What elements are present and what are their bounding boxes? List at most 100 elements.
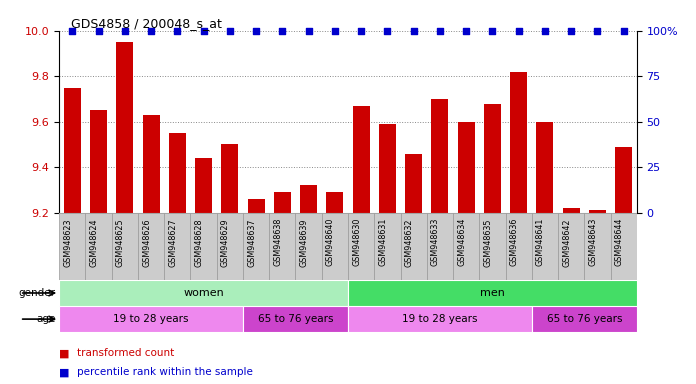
Bar xyxy=(585,213,610,280)
Text: GSM948641: GSM948641 xyxy=(536,218,545,266)
Point xyxy=(487,28,498,34)
Bar xyxy=(510,72,527,213)
Bar xyxy=(589,210,606,213)
Bar xyxy=(138,213,164,280)
Bar xyxy=(300,185,317,213)
Text: GSM948625: GSM948625 xyxy=(116,218,125,267)
Bar xyxy=(59,306,243,332)
Bar xyxy=(216,213,243,280)
Text: GSM948643: GSM948643 xyxy=(588,218,597,266)
Point xyxy=(303,28,314,34)
Point xyxy=(172,28,183,34)
Bar xyxy=(453,213,480,280)
Text: GSM948638: GSM948638 xyxy=(274,218,283,266)
Bar xyxy=(480,213,505,280)
Text: GSM948636: GSM948636 xyxy=(509,218,519,266)
Text: gender: gender xyxy=(19,288,56,298)
Text: GSM948623: GSM948623 xyxy=(63,218,72,266)
Bar xyxy=(458,122,475,213)
Text: GSM948634: GSM948634 xyxy=(457,218,466,266)
Bar xyxy=(296,213,322,280)
Text: GSM948624: GSM948624 xyxy=(90,218,99,266)
Bar xyxy=(86,213,111,280)
Text: GSM948626: GSM948626 xyxy=(142,218,151,266)
Text: 65 to 76 years: 65 to 76 years xyxy=(258,314,333,324)
Bar xyxy=(59,213,86,280)
Bar xyxy=(405,154,422,213)
Bar xyxy=(432,99,448,213)
Point xyxy=(592,28,603,34)
Bar xyxy=(348,306,532,332)
Bar xyxy=(532,213,558,280)
Text: GSM948627: GSM948627 xyxy=(168,218,177,267)
Point xyxy=(251,28,262,34)
Text: GSM948640: GSM948640 xyxy=(326,218,335,266)
Bar xyxy=(195,158,212,213)
Bar xyxy=(248,199,264,213)
Bar xyxy=(221,144,238,213)
Bar xyxy=(59,280,348,306)
Bar xyxy=(274,192,291,213)
Point xyxy=(145,28,157,34)
Bar xyxy=(322,213,348,280)
Bar xyxy=(374,213,400,280)
Text: ■: ■ xyxy=(59,367,70,377)
Bar xyxy=(143,115,159,213)
Bar xyxy=(615,147,632,213)
Text: GDS4858 / 200048_s_at: GDS4858 / 200048_s_at xyxy=(71,17,221,30)
Point xyxy=(356,28,367,34)
Bar xyxy=(400,213,427,280)
Bar xyxy=(353,106,370,213)
Point xyxy=(539,28,551,34)
Bar xyxy=(116,42,134,213)
Point xyxy=(408,28,419,34)
Text: GSM948628: GSM948628 xyxy=(195,218,204,266)
Text: GSM948629: GSM948629 xyxy=(221,218,230,267)
Text: men: men xyxy=(480,288,505,298)
Bar xyxy=(532,306,637,332)
Bar xyxy=(169,133,186,213)
Point xyxy=(382,28,393,34)
Point xyxy=(119,28,130,34)
Text: women: women xyxy=(183,288,224,298)
Text: 19 to 28 years: 19 to 28 years xyxy=(402,314,477,324)
Bar xyxy=(164,213,191,280)
Bar xyxy=(243,306,348,332)
Point xyxy=(67,28,78,34)
Bar xyxy=(484,104,501,213)
Bar xyxy=(243,213,269,280)
Text: GSM948644: GSM948644 xyxy=(615,218,624,266)
Point xyxy=(329,28,340,34)
Point xyxy=(277,28,288,34)
Text: 65 to 76 years: 65 to 76 years xyxy=(546,314,622,324)
Bar xyxy=(379,124,396,213)
Bar xyxy=(64,88,81,213)
Text: 19 to 28 years: 19 to 28 years xyxy=(113,314,189,324)
Text: percentile rank within the sample: percentile rank within the sample xyxy=(77,367,253,377)
Point xyxy=(618,28,629,34)
Bar xyxy=(537,122,553,213)
Text: age: age xyxy=(36,314,56,324)
Text: GSM948632: GSM948632 xyxy=(404,218,413,266)
Point xyxy=(224,28,235,34)
Bar xyxy=(348,280,637,306)
Bar xyxy=(562,208,580,213)
Point xyxy=(461,28,472,34)
Text: GSM948642: GSM948642 xyxy=(562,218,571,266)
Point xyxy=(434,28,445,34)
Point xyxy=(198,28,209,34)
Bar xyxy=(558,213,585,280)
Bar xyxy=(326,192,343,213)
Bar xyxy=(111,213,138,280)
Bar xyxy=(191,213,216,280)
Text: transformed count: transformed count xyxy=(77,348,174,358)
Text: ■: ■ xyxy=(59,348,70,358)
Text: GSM948630: GSM948630 xyxy=(352,218,361,266)
Text: GSM948631: GSM948631 xyxy=(379,218,388,266)
Text: GSM948637: GSM948637 xyxy=(247,218,256,266)
Text: GSM948633: GSM948633 xyxy=(431,218,440,266)
Bar xyxy=(269,213,296,280)
Text: GSM948639: GSM948639 xyxy=(299,218,308,266)
Bar xyxy=(427,213,453,280)
Point xyxy=(566,28,577,34)
